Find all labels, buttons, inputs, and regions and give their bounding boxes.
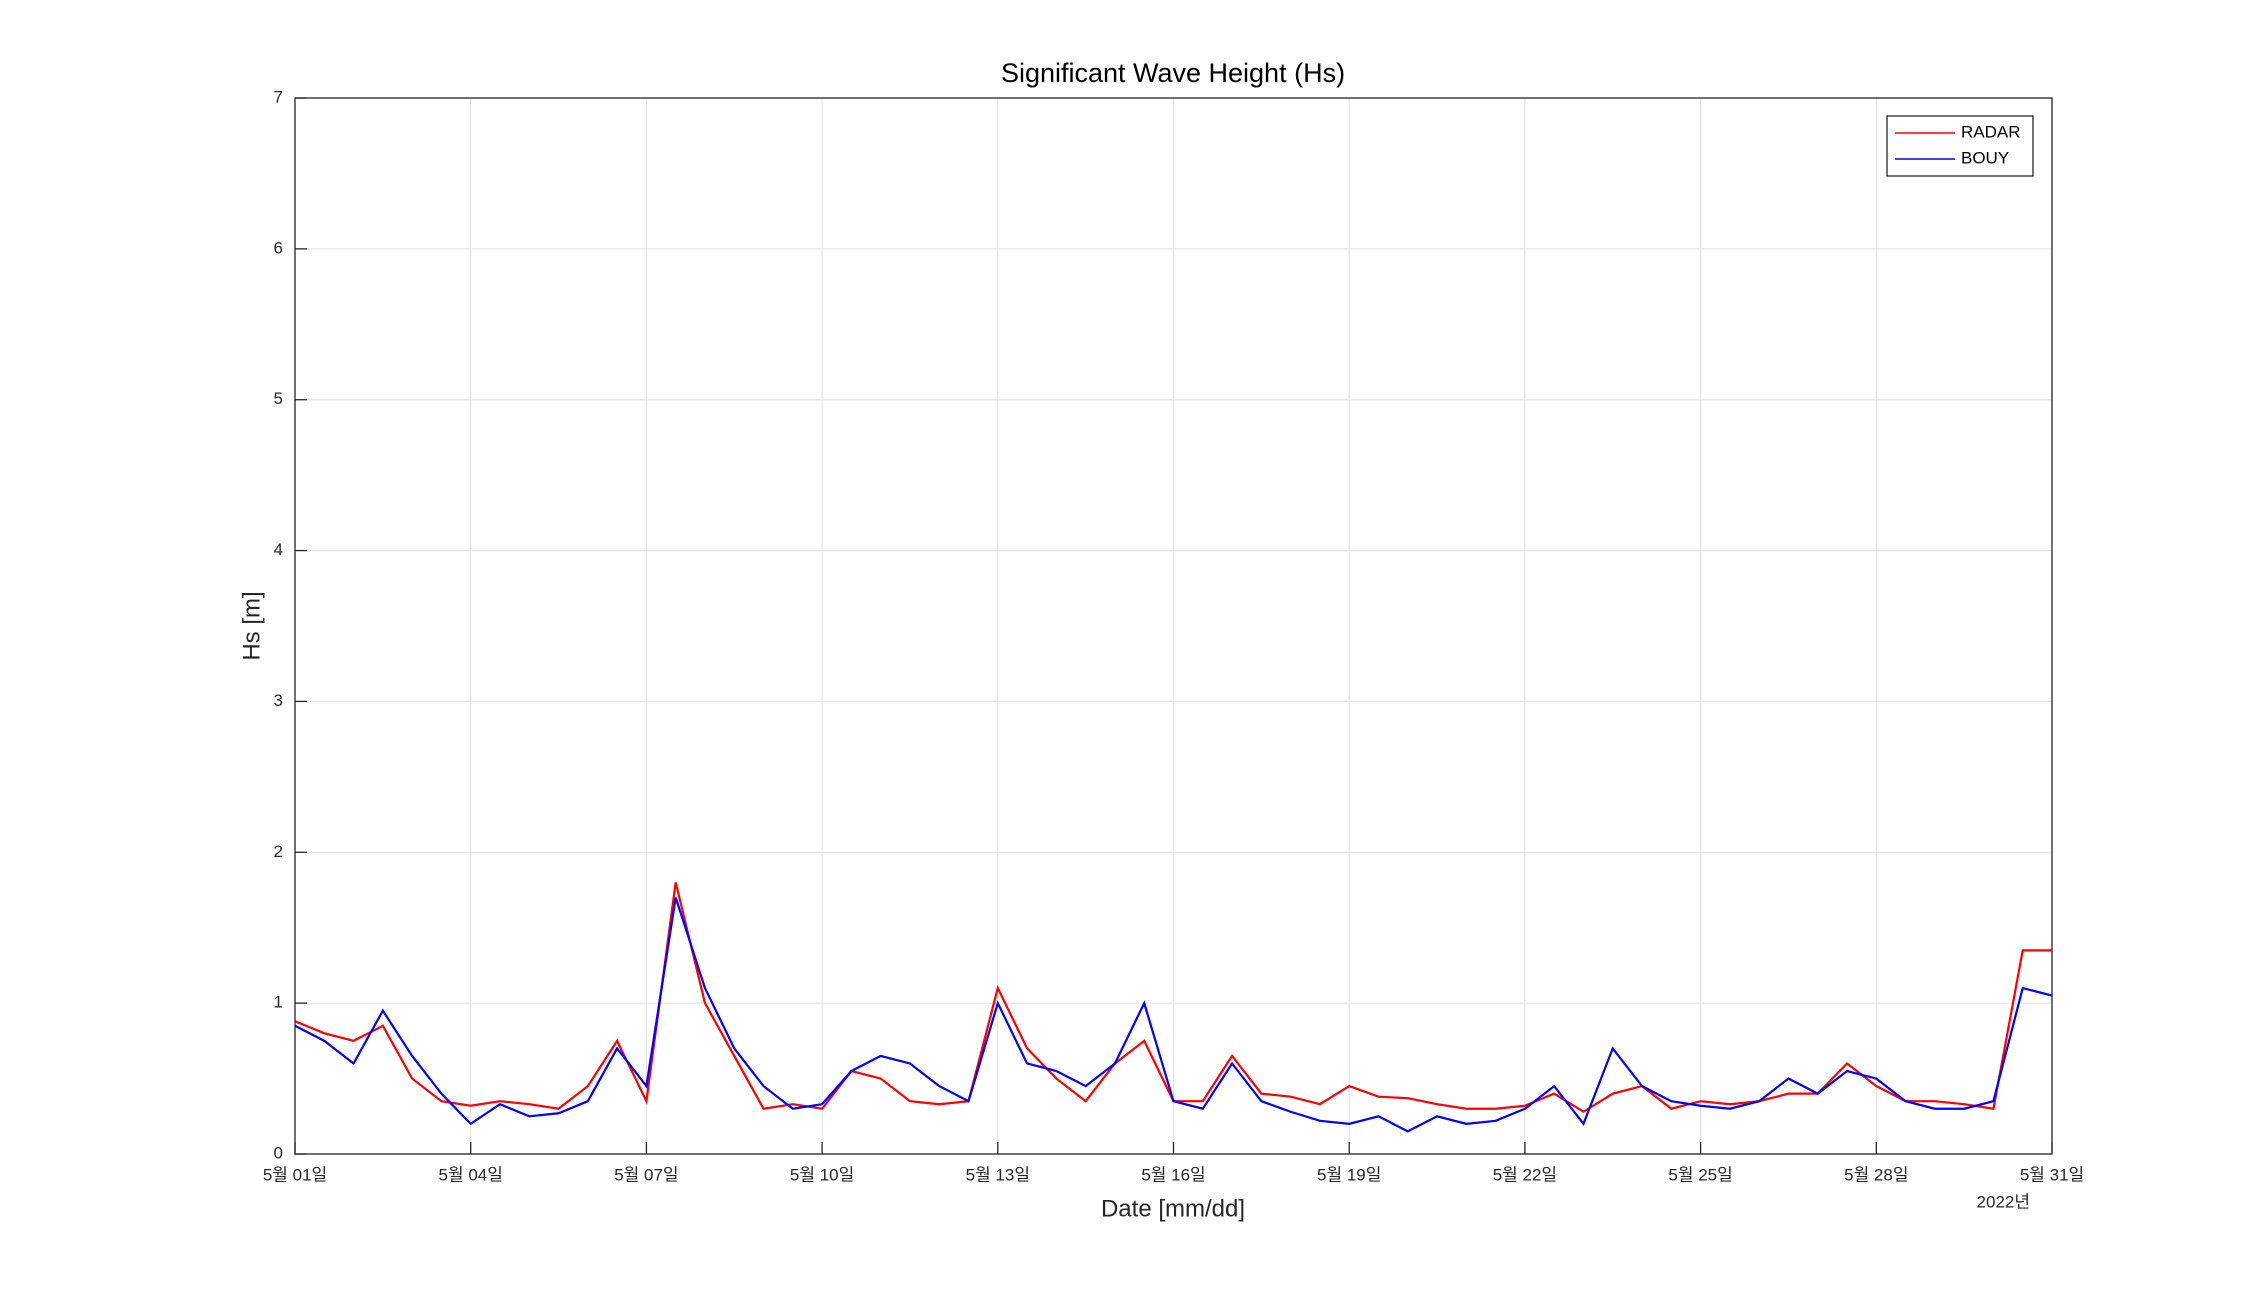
x-tick-label: 5월 19일 bbox=[1317, 1165, 1381, 1184]
x-tick-label: 5월 10일 bbox=[790, 1165, 854, 1184]
x-axis-label: Date [mm/dd] bbox=[1101, 1195, 1245, 1222]
legend-label: RADAR bbox=[1961, 122, 2021, 141]
y-tick-label: 3 bbox=[274, 691, 283, 710]
legend-label: BOUY bbox=[1961, 148, 2009, 167]
x-tick-label: 5월 28일 bbox=[1844, 1165, 1908, 1184]
y-tick-label: 6 bbox=[274, 238, 283, 257]
x-tick-label: 5월 25일 bbox=[1668, 1165, 1732, 1184]
y-tick-label: 0 bbox=[274, 1143, 283, 1162]
y-tick-label: 4 bbox=[274, 540, 283, 559]
x-tick-label: 5월 13일 bbox=[966, 1165, 1030, 1184]
x-tick-label: 5월 22일 bbox=[1493, 1165, 1557, 1184]
chart-title: Significant Wave Height (Hs) bbox=[1001, 58, 1345, 88]
x-tick-label: 5월 01일 bbox=[263, 1165, 327, 1184]
x-tick-label: 5월 07일 bbox=[614, 1165, 678, 1184]
y-tick-label: 5 bbox=[274, 389, 283, 408]
y-axis-label: Hs [m] bbox=[238, 591, 265, 660]
plot-frame bbox=[294, 97, 2053, 1155]
x-tick-label: 5월 04일 bbox=[439, 1165, 503, 1184]
y-tick-label: 2 bbox=[274, 842, 283, 861]
x-tick-label: 5월 31일 bbox=[2020, 1165, 2084, 1184]
y-tick-label: 7 bbox=[274, 87, 283, 106]
legend-box bbox=[1886, 115, 2034, 177]
x-year-label: 2022년 bbox=[1977, 1192, 2030, 1211]
x-tick-label: 5월 16일 bbox=[1141, 1165, 1205, 1184]
data-line bbox=[294, 897, 2053, 1133]
y-tick-label: 1 bbox=[274, 993, 283, 1012]
